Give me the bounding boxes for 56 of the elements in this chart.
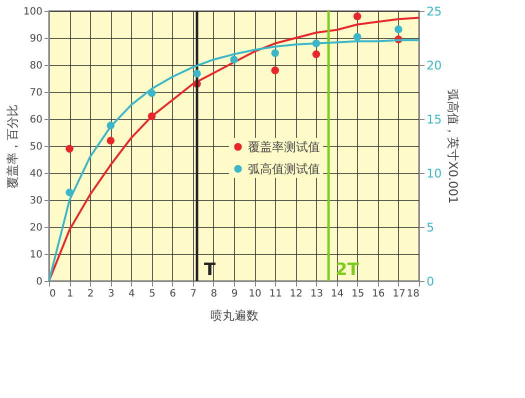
- y2-tick-label: 20: [426, 58, 442, 72]
- x-tick-label: 13: [310, 288, 324, 300]
- point: [271, 66, 279, 74]
- x-tick-label: 15: [351, 288, 364, 300]
- point: [230, 56, 238, 64]
- x-tick-label: 12: [290, 288, 303, 300]
- y-tick-label: 50: [30, 142, 42, 152]
- x-tick-label: 2: [87, 288, 94, 300]
- x-tick-label: 6: [170, 288, 176, 300]
- y-tick-label: 90: [30, 34, 42, 44]
- x-tick-label: 3: [108, 288, 114, 300]
- point: [148, 89, 156, 97]
- point: [106, 136, 115, 144]
- y-tick-label: 30: [30, 196, 42, 206]
- point: [106, 122, 115, 130]
- x-axis-title: 喷丸遍数: [210, 308, 258, 322]
- y-tick-label: 0: [36, 276, 42, 288]
- y2-tick-label: 15: [426, 112, 442, 126]
- point: [193, 70, 201, 78]
- point: [312, 50, 320, 58]
- point: [353, 33, 362, 41]
- y-tick-label: 60: [30, 114, 42, 126]
- y2-tick-label: 10: [426, 166, 442, 180]
- x-tick-label: 1: [66, 288, 74, 300]
- y-axis-title: 覆盖率，百分比: [5, 104, 20, 188]
- point: [66, 188, 74, 196]
- y-tick-label: 10: [30, 250, 42, 260]
- y-tick-label: 100: [23, 6, 42, 18]
- point: [353, 12, 362, 20]
- y2-axis-title: 弧高值，英寸X0.001: [446, 89, 460, 204]
- y-tick-label: 70: [30, 88, 42, 98]
- y2-tick-label: 0: [426, 274, 434, 288]
- x-tick-label: 5: [149, 288, 156, 300]
- x-tick-label: 4: [128, 288, 135, 300]
- x-tick-label: 7: [190, 288, 197, 300]
- x-tick-label: 10: [248, 288, 262, 300]
- y2-tick-label: 5: [426, 220, 434, 234]
- x-tick-label: 14: [330, 288, 344, 300]
- point: [271, 49, 279, 57]
- y-tick-label: 80: [30, 60, 42, 72]
- x-tick-label: 0: [50, 288, 56, 300]
- point: [394, 25, 402, 34]
- x-tick-label: 11: [269, 288, 282, 300]
- legend-label: 弧高值测试值: [248, 162, 320, 176]
- x-tick-label: 16: [372, 288, 385, 300]
- x-tick-label: 18: [406, 288, 420, 300]
- x-tick-label: 9: [231, 288, 238, 300]
- point: [312, 40, 320, 48]
- x-tick-label: 8: [210, 288, 218, 300]
- point: [148, 112, 156, 120]
- point: [66, 144, 74, 153]
- y-tick-label: 20: [30, 222, 42, 234]
- x-tick-label: 17: [392, 288, 406, 300]
- legend-label: 覆盖率测试值: [248, 140, 320, 154]
- y-tick-label: 40: [30, 168, 42, 180]
- y2-tick-label: 25: [426, 4, 442, 18]
